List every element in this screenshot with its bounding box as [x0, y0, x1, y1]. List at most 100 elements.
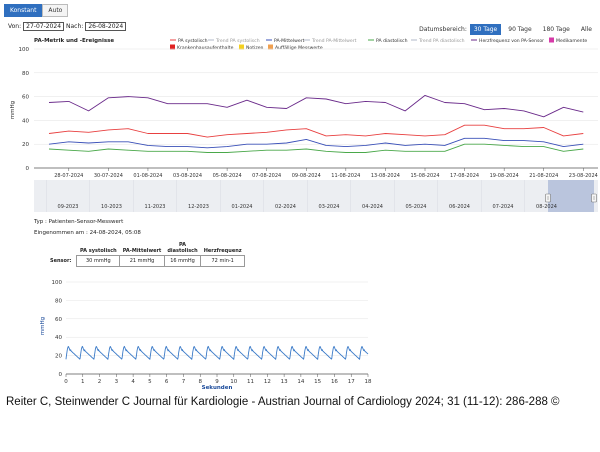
legend-swatch-medikamente [549, 37, 554, 43]
x-tick-label: 15-08-2024 [410, 173, 439, 179]
waveform-x-ticks: 0 1 2 3 4 5 6 7 8 9 10 11 12 13 14 15 16 17 18 [64, 374, 372, 385]
pa-metrics-chart: PA-Metrik und -Ereignisse mmHg PA systol… [10, 37, 598, 179]
datumsbereich-selector: Datumsbereich: 30 Tage 90 Tage 180 Tage … [419, 24, 596, 35]
waveform-xlabel: Sekunden [202, 385, 233, 391]
navigator-month-label: 06-2024 [449, 204, 470, 210]
value-pa-sys: 30 mmHg [76, 255, 121, 267]
date-range: Von: 27-07-2024 Nach: 26-08-2024 [8, 22, 127, 31]
header-spacer [46, 241, 77, 256]
header-pa-mean: PA-Mittelwert [122, 248, 162, 254]
main-chart-y-ticks: 0 20 40 60 80 100 [19, 47, 30, 172]
detail-type: Typ : Patienten-Sensor-Messwert [34, 219, 124, 225]
y-tick-label: 0 [59, 372, 63, 378]
legend-trend-pa-sys[interactable]: Trend PA systolisch [215, 38, 260, 44]
navigator-month-label: 10-2023 [101, 204, 122, 210]
x-tick-label: 0 [64, 379, 68, 385]
y-tick-label: 20 [22, 142, 29, 148]
x-tick-label: 30-07-2024 [94, 173, 123, 179]
x-tick-label: 3 [115, 379, 119, 385]
navigator-month-label: 02-2024 [275, 204, 296, 210]
navigator-selection[interactable] [548, 180, 594, 212]
x-tick-label: 1 [81, 379, 85, 385]
y-tick-label: 40 [55, 335, 62, 341]
navigator-grid [46, 180, 525, 212]
x-tick-label: 19-08-2024 [490, 173, 519, 179]
x-tick-label: 28-07-2024 [54, 173, 83, 179]
y-tick-label: 40 [22, 118, 29, 124]
legend-auffaellige[interactable]: Auffällige Messwerte [275, 45, 323, 51]
von-label: Von: [8, 23, 22, 30]
range-alle-button[interactable]: Alle [580, 26, 592, 33]
konstant-button[interactable]: Konstant [4, 4, 43, 17]
x-tick-label: 5 [148, 379, 152, 385]
legend-swatch-notizen [239, 44, 244, 50]
legend-pa-sys[interactable]: PA systolisch [178, 38, 208, 44]
x-tick-label: 21-08-2024 [529, 173, 558, 179]
nach-date-input[interactable]: 26-08-2024 [85, 22, 127, 31]
series-line [48, 143, 584, 153]
waveform-y-ticks: 0 20 40 60 80 100 [52, 280, 63, 378]
legend-notizen[interactable]: Notizen [246, 45, 264, 51]
legend-hr[interactable]: Herzfrequenz von PA-Sensor [479, 38, 544, 44]
main-chart-series [48, 94, 584, 153]
y-tick-label: 80 [22, 71, 29, 77]
series-line [48, 94, 584, 118]
x-tick-label: 13-08-2024 [371, 173, 400, 179]
x-tick-label: 9 [215, 379, 219, 385]
nach-label: Nach: [66, 23, 84, 30]
timeline-navigator[interactable]: 09-2023 10-2023 11-2023 12-2023 01-2024 02-20… [0, 180, 600, 216]
von-date-input[interactable]: 27-07-2024 [23, 22, 65, 31]
series-line [48, 124, 584, 138]
main-chart-title: PA-Metrik und -Ereignisse [34, 38, 114, 44]
navigator-month-label: 09-2023 [58, 204, 79, 210]
header-pa-sys: PA systolisch [79, 248, 117, 254]
x-tick-label: 01-08-2024 [133, 173, 162, 179]
datumsbereich-label: Datumsbereich: [419, 26, 467, 33]
legend-swatch-krankenhaus [170, 44, 175, 50]
x-tick-label: 17-08-2024 [450, 173, 479, 179]
legend-krankenhaus[interactable]: Krankenhausaufenthalte [177, 45, 234, 51]
navigator-background [34, 180, 598, 212]
x-tick-label: 12 [264, 379, 271, 385]
range-180-tage-button[interactable]: 180 Tage [542, 26, 570, 33]
range-90-tage-button[interactable]: 90 Tage [508, 26, 532, 33]
x-tick-label: 05-08-2024 [213, 173, 242, 179]
legend-medikamente[interactable]: Medikamente [556, 38, 587, 44]
legend-trend-pa-dia[interactable]: Trend PA diastolisch [418, 38, 465, 44]
y-tick-label: 0 [26, 166, 30, 172]
auto-button[interactable]: Auto [42, 4, 69, 17]
legend-pa-mean[interactable]: PA-Mittelwert [274, 38, 305, 44]
x-tick-label: 03-08-2024 [173, 173, 202, 179]
x-tick-label: 15 [314, 379, 321, 385]
waveform-ylabel: mmHg [40, 317, 46, 335]
value-pa-dia: 16 mmHg [163, 255, 202, 267]
waveform-series [65, 345, 369, 360]
navigator-month-label: 01-2024 [232, 204, 253, 210]
range-30-tage-button[interactable]: 30 Tage [469, 24, 502, 35]
legend-pa-dia[interactable]: PA diastolisch [376, 38, 408, 44]
waveform-grid [66, 281, 368, 375]
y-tick-label: 80 [55, 298, 62, 304]
x-tick-label: 17 [348, 379, 355, 385]
y-tick-label: 20 [55, 354, 62, 360]
legend-trend-pa-mean[interactable]: Trend PA-Mittelwert [311, 38, 357, 44]
navigator-month-label: 07-2024 [493, 204, 514, 210]
navigator-month-label: 05-2024 [406, 204, 427, 210]
navigator-month-labels: 09-2023 10-2023 11-2023 12-2023 01-2024 02-20… [58, 204, 557, 210]
citation-footer: Reiter C, Steinwender C Journal für Kard… [6, 396, 560, 408]
x-tick-label: 6 [165, 379, 169, 385]
x-tick-label: 4 [131, 379, 135, 385]
waveform-line [65, 345, 369, 360]
x-tick-label: 7 [182, 379, 186, 385]
x-tick-label: 8 [198, 379, 202, 385]
y-tick-label: 60 [55, 317, 62, 323]
navigator-handles[interactable] [545, 193, 597, 203]
main-chart-ylabel: mmHg [10, 101, 16, 119]
navigator-month-label: 03-2024 [319, 204, 340, 210]
navigator-month-label: 04-2024 [362, 204, 383, 210]
y-tick-label: 60 [22, 95, 29, 101]
navigator-month-label: 12-2023 [188, 204, 209, 210]
main-chart-legend: PA systolisch Trend PA systolisch PA-Mit… [170, 37, 587, 51]
series-line [48, 137, 584, 149]
